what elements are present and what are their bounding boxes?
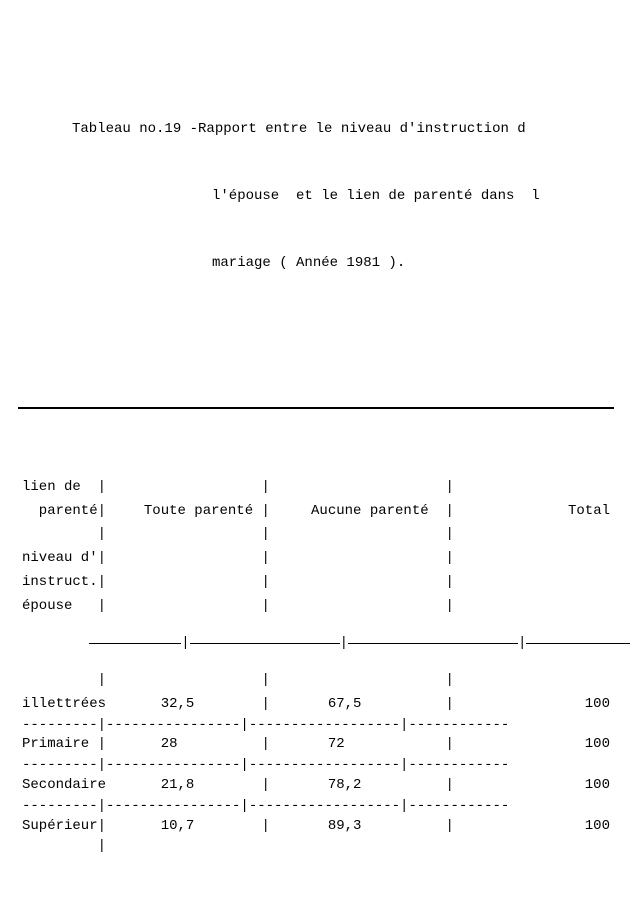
row-label: Supérieur|: [18, 815, 120, 839]
header-col2: Aucune parenté |: [285, 500, 471, 524]
header-col3: Total: [471, 500, 614, 524]
row-c1: 21,8 |: [120, 774, 285, 798]
row-c1: 28 |: [120, 733, 285, 757]
row-c2: 89,3 |: [285, 815, 471, 839]
row-label: Primaire |: [18, 733, 120, 757]
header-rowlabel-top: lien de |: [18, 476, 120, 500]
caption-line-1: Tableau no.19 -Rapport entre le niveau d…: [72, 118, 620, 140]
header-underline: |||: [18, 619, 614, 669]
table-row: Supérieur| 10,7 | 89,3 |100: [18, 815, 614, 839]
header-col2-blank: |: [285, 476, 471, 500]
row-c1: 32,5 |: [120, 693, 285, 717]
header-row-4: niveau d'| | |: [18, 547, 614, 571]
row-c3: 100: [471, 733, 614, 757]
header-row-2: parenté| Toute parenté | Aucune parenté …: [18, 500, 614, 524]
header-col1-blank: |: [120, 476, 285, 500]
header-rowlabel-b3: épouse |: [18, 595, 120, 619]
table-row: Primaire | 28 | 72 |100: [18, 733, 614, 757]
table-row: illettrées 32,5 | 67,5 |100: [18, 693, 614, 717]
table-caption: Tableau no.19 -Rapport entre le niveau d…: [72, 73, 620, 319]
row-c2: 67,5 |: [285, 693, 471, 717]
table-top-rule: [18, 407, 614, 409]
row-c2: 72 |: [285, 733, 471, 757]
row-divider: ---------|----------------|-------------…: [18, 717, 614, 734]
header-row-5: instruct.| | |: [18, 571, 614, 595]
caption-line-2: l'épouse et le lien de parenté dans l: [212, 185, 620, 207]
caption-line-3: mariage ( Année 1981 ).: [212, 252, 620, 274]
row-divider: ---------|----------------|-------------…: [18, 798, 614, 815]
header-row-1: lien de | | |: [18, 476, 614, 500]
table-row: Secondaire 21,8 | 78,2 |100: [18, 774, 614, 798]
header-row-6: épouse | | |: [18, 595, 614, 619]
row-c2: 78,2 |: [285, 774, 471, 798]
row-c3: 100: [471, 774, 614, 798]
header-col1: Toute parenté |: [120, 500, 285, 524]
row-label: Secondaire: [18, 774, 120, 798]
spacer-row: | | |: [18, 669, 614, 693]
document-page: Tableau no.19 -Rapport entre le niveau d…: [0, 0, 630, 910]
header-rowlabel-b1: niveau d'|: [18, 547, 120, 571]
row-divider: |: [18, 838, 614, 855]
header-col3-blank: [471, 476, 614, 500]
row-divider: ---------|----------------|-------------…: [18, 757, 614, 774]
header-rowlabel-indent: parenté|: [18, 500, 120, 524]
row-c1: 10,7 |: [120, 815, 285, 839]
row-c3: 100: [471, 693, 614, 717]
row-label: illettrées: [18, 693, 120, 717]
data-table: lien de | | | parenté| Toute parenté | A…: [18, 476, 614, 855]
row-c3: 100: [471, 815, 614, 839]
header-row-3: | | |: [18, 523, 614, 547]
header-rowlabel-b2: instruct.|: [18, 571, 120, 595]
